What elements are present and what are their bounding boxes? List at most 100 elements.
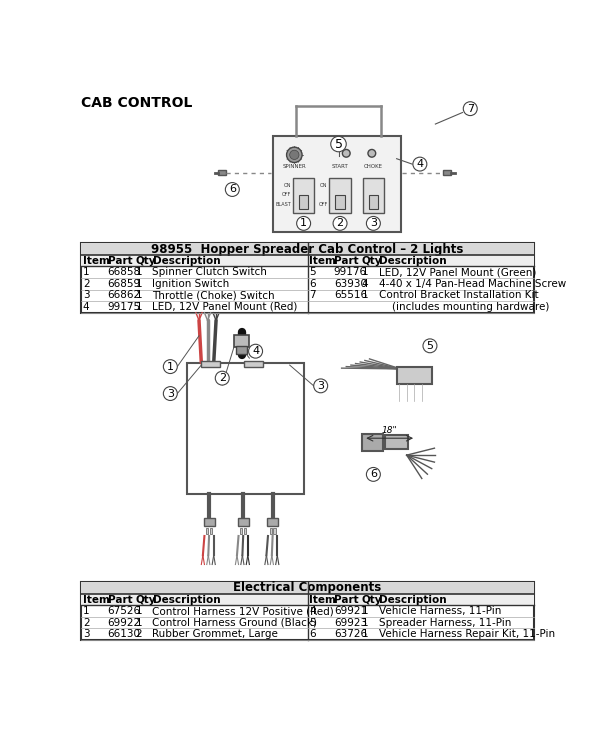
Text: 5: 5	[309, 267, 316, 277]
Bar	[81, 582, 534, 594]
Bar	[81, 582, 534, 640]
Circle shape	[333, 217, 347, 230]
Bar	[238, 519, 248, 526]
Circle shape	[343, 150, 350, 157]
Text: 1: 1	[362, 267, 368, 277]
Text: LED, 12V Panel Mount (Red): LED, 12V Panel Mount (Red)	[152, 302, 298, 312]
Circle shape	[248, 344, 263, 358]
Circle shape	[423, 339, 437, 352]
Text: 69923: 69923	[334, 618, 367, 627]
Bar	[244, 527, 246, 533]
Bar	[210, 527, 212, 533]
Bar	[272, 136, 401, 232]
Text: ON: ON	[320, 183, 328, 188]
Text: 1: 1	[362, 630, 368, 639]
Circle shape	[463, 102, 477, 115]
Text: Control Bracket Installation Kit: Control Bracket Installation Kit	[379, 291, 538, 300]
Text: 99176: 99176	[334, 267, 367, 277]
Text: SPINNER: SPINNER	[283, 164, 306, 169]
Text: 5: 5	[309, 618, 316, 627]
Text: 4: 4	[83, 302, 89, 312]
Circle shape	[163, 387, 178, 401]
Bar	[335, 195, 345, 209]
Text: 3: 3	[370, 218, 377, 229]
Text: Control Harness 12V Positive (Red): Control Harness 12V Positive (Red)	[152, 606, 334, 616]
Text: BLAST: BLAST	[275, 202, 291, 206]
Text: 2: 2	[136, 630, 142, 639]
Text: 3: 3	[317, 381, 324, 391]
Bar	[269, 527, 272, 533]
Bar	[203, 519, 215, 526]
Bar	[244, 361, 263, 367]
Circle shape	[296, 217, 311, 230]
Text: 1: 1	[362, 291, 368, 300]
Text: 2: 2	[83, 618, 89, 627]
Circle shape	[287, 148, 302, 162]
Text: Description: Description	[152, 256, 220, 266]
Circle shape	[368, 150, 376, 157]
Text: Item: Item	[309, 595, 336, 604]
Circle shape	[367, 467, 380, 481]
Text: 4: 4	[252, 346, 259, 356]
Bar	[362, 178, 384, 212]
Text: Description: Description	[379, 595, 446, 604]
Text: 66859: 66859	[107, 279, 140, 289]
Text: OFF: OFF	[282, 192, 291, 197]
Circle shape	[163, 360, 178, 373]
Text: 69921: 69921	[334, 606, 367, 616]
Text: Ignition Switch: Ignition Switch	[152, 279, 230, 289]
Text: 2: 2	[83, 279, 89, 289]
Bar	[81, 244, 534, 255]
Text: Part: Part	[107, 595, 132, 604]
Bar	[362, 434, 383, 451]
Text: 4: 4	[309, 606, 316, 616]
Circle shape	[367, 217, 380, 230]
Text: LED, 12V Panel Mount (Green): LED, 12V Panel Mount (Green)	[379, 267, 536, 277]
Bar	[218, 170, 226, 175]
Text: 63930: 63930	[334, 279, 367, 289]
Bar	[206, 527, 208, 533]
Bar	[202, 361, 220, 367]
Text: 1: 1	[136, 302, 142, 312]
Text: 66858: 66858	[107, 267, 140, 277]
Text: Vehicle Harness Repair Kit, 11-Pin: Vehicle Harness Repair Kit, 11-Pin	[379, 630, 555, 639]
Circle shape	[413, 157, 427, 171]
Text: 99175: 99175	[107, 302, 140, 312]
Text: Throttle (Choke) Switch: Throttle (Choke) Switch	[152, 291, 275, 300]
Text: 67526: 67526	[107, 606, 140, 616]
Bar	[81, 255, 534, 267]
Text: Vehicle Harness, 11-Pin: Vehicle Harness, 11-Pin	[379, 606, 501, 616]
Text: 3: 3	[83, 291, 89, 300]
Text: START: START	[332, 164, 349, 169]
Text: 6: 6	[309, 279, 316, 289]
Text: OFF: OFF	[319, 202, 328, 206]
Bar	[267, 519, 278, 526]
Text: Spreader Harness, 11-Pin: Spreader Harness, 11-Pin	[379, 618, 511, 627]
Text: 1: 1	[83, 606, 89, 616]
Text: Qty: Qty	[136, 256, 156, 266]
Text: 3: 3	[83, 630, 89, 639]
Text: 18": 18"	[382, 426, 397, 435]
Bar	[369, 195, 378, 209]
Text: Qty: Qty	[136, 595, 156, 604]
Text: Qty: Qty	[362, 256, 382, 266]
Bar	[274, 527, 276, 533]
Text: 4: 4	[362, 279, 368, 289]
Text: 1: 1	[362, 618, 368, 627]
Bar	[81, 244, 534, 313]
Text: CHOKE: CHOKE	[364, 164, 383, 169]
Bar	[443, 170, 451, 175]
Text: ON: ON	[284, 183, 291, 188]
Text: 6: 6	[229, 185, 236, 194]
Text: 1: 1	[136, 291, 142, 300]
Text: Electrical Components: Electrical Components	[233, 582, 382, 595]
Bar	[234, 335, 250, 347]
Text: Spinner Clutch Switch: Spinner Clutch Switch	[152, 267, 268, 277]
Bar	[81, 594, 534, 605]
Text: 1: 1	[136, 618, 142, 627]
Circle shape	[314, 379, 328, 393]
Text: Part: Part	[334, 595, 358, 604]
Bar	[299, 195, 308, 209]
Text: 98955  Hopper Spreader Cab Control – 2 Lights: 98955 Hopper Spreader Cab Control – 2 Li…	[151, 243, 464, 256]
Text: 63726: 63726	[334, 630, 367, 639]
